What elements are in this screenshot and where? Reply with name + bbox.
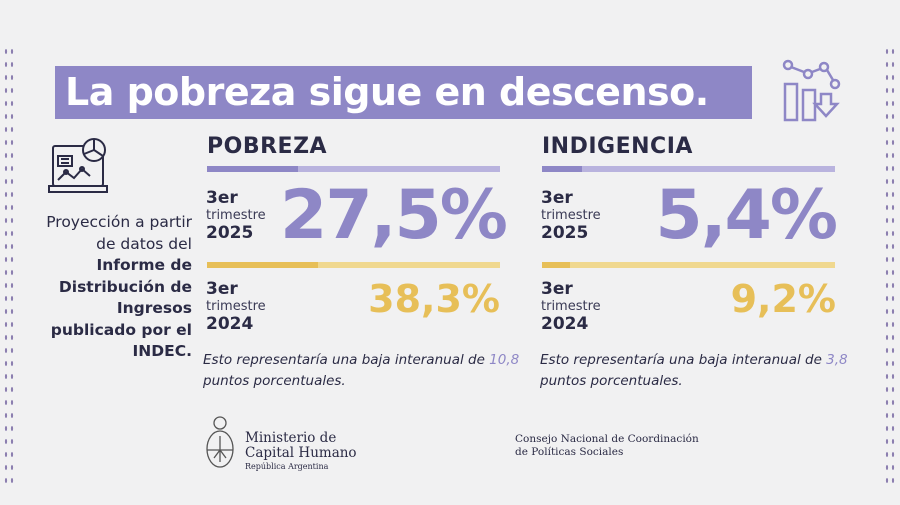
page-title: La pobreza sigue en descenso. xyxy=(55,66,752,119)
dots-decoration-right xyxy=(884,45,896,485)
indigencia-note: Esto representaría una baja interanual d… xyxy=(540,352,848,389)
indigencia-period-2024: 3er trimestre 2024 xyxy=(541,279,601,334)
indigencia-heading: INDIGENCIA xyxy=(542,134,693,159)
indigencia-value-2025: 5,4% xyxy=(655,176,838,255)
chart-down-icon xyxy=(782,59,841,122)
laptop-chart-icon xyxy=(48,138,108,193)
ministry-logo-text: Ministerio de Capital Humano República Ar… xyxy=(245,430,357,472)
pobreza-bar-2024 xyxy=(207,262,500,268)
pobreza-value-2025: 27,5% xyxy=(280,176,508,255)
pobreza-period-2025: 3er trimestre 2025 xyxy=(206,188,266,243)
dots-decoration-left xyxy=(3,45,15,485)
indigencia-period-2025: 3er trimestre 2025 xyxy=(541,188,601,243)
pobreza-note: Esto representaría una baja interanual d… xyxy=(203,352,520,389)
pobreza-value-2024: 38,3% xyxy=(368,277,500,321)
indigencia-value-2024: 9,2% xyxy=(730,277,836,321)
council-logo-text: Consejo Nacional de Coordinación de Polít… xyxy=(515,433,699,458)
indigencia-bar-2024 xyxy=(542,262,835,268)
argentina-coat-of-arms xyxy=(206,416,234,468)
side-description: Proyección a partir de datos del Informe… xyxy=(46,213,192,360)
pobreza-heading: POBREZA xyxy=(207,134,328,159)
pobreza-bar-2025 xyxy=(207,166,500,172)
pobreza-period-2024: 3er trimestre 2024 xyxy=(206,279,266,334)
indigencia-bar-2025 xyxy=(542,166,835,172)
